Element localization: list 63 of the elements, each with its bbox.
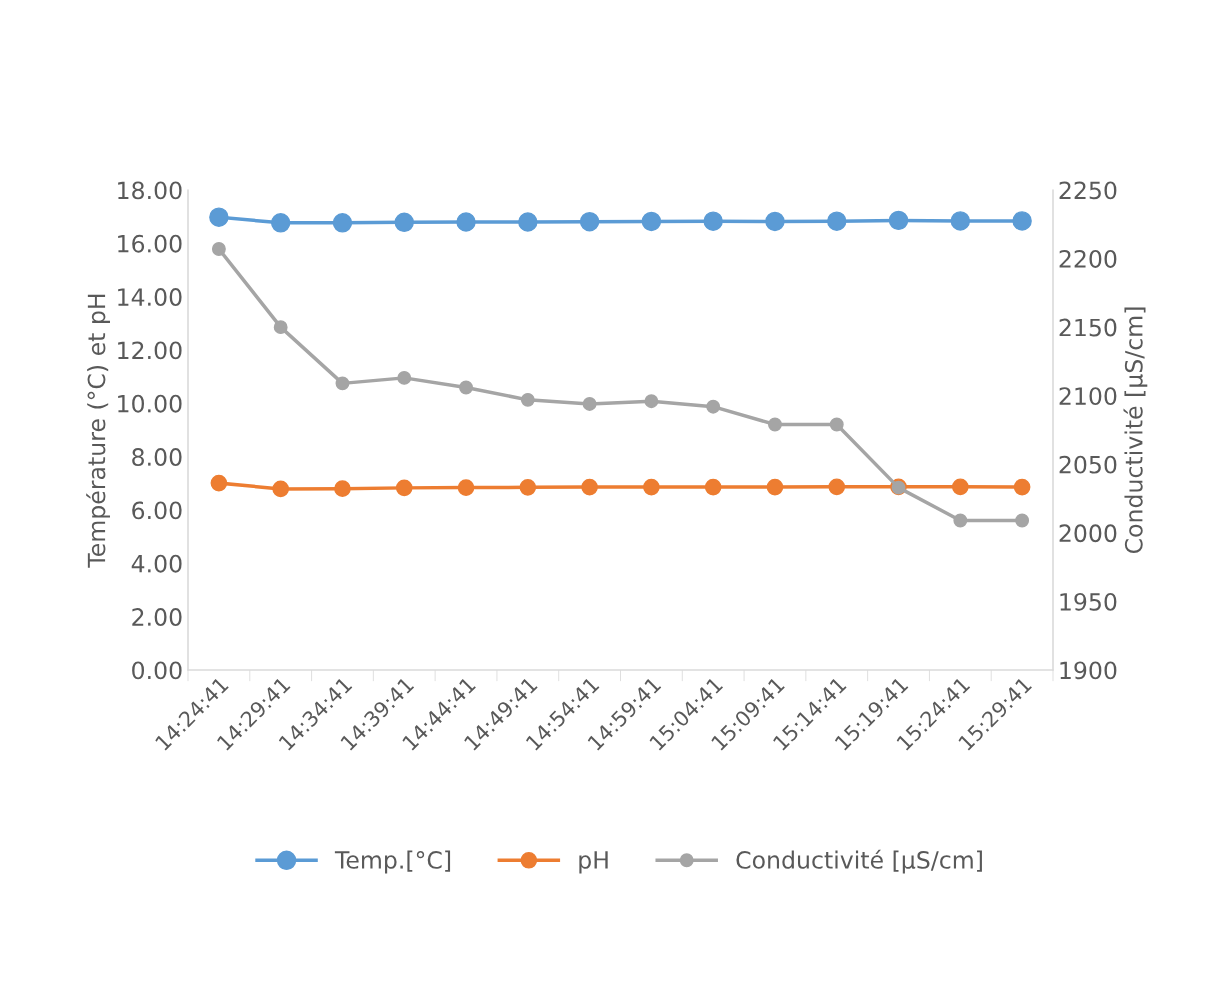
point	[829, 417, 844, 432]
point	[765, 211, 785, 232]
point	[394, 212, 414, 232]
y-tick-label: 0.00	[132, 661, 182, 680]
legend-label: Temp.[°C]	[334, 850, 451, 874]
y2-tick-label: 2100	[1059, 387, 1117, 406]
y-tick-label: 6.00	[132, 501, 182, 520]
y2-tick-label: 1900	[1060, 661, 1117, 680]
y2-tick-label: 2050	[1059, 455, 1117, 474]
point	[1013, 478, 1031, 496]
point	[518, 212, 538, 232]
point	[332, 213, 353, 233]
point	[519, 478, 537, 496]
y-tick-label: 18.00	[118, 181, 182, 200]
legend-label: Conductivité [µS/cm]	[736, 849, 982, 874]
point	[581, 478, 598, 496]
point	[209, 207, 229, 227]
point	[950, 211, 971, 231]
point	[828, 478, 846, 496]
y2-tick-label: 2250	[1059, 181, 1117, 200]
y2-tick-label: 2000	[1059, 524, 1117, 543]
point	[273, 320, 288, 335]
point	[953, 513, 968, 528]
y-axis-title: Température (°C) et pH	[86, 294, 110, 568]
y-tick-label: 10.00	[118, 394, 182, 413]
y2-tick-label: 2200	[1059, 250, 1117, 268]
y-tick-label: 8.00	[132, 448, 182, 466]
y-tick-label: 14.00	[118, 288, 182, 306]
point	[888, 210, 909, 231]
point	[457, 479, 475, 496]
point	[210, 474, 228, 492]
point	[768, 417, 782, 432]
point	[520, 392, 535, 407]
point	[827, 211, 847, 231]
point	[211, 242, 226, 256]
y-tick-label: 16.00	[118, 234, 182, 253]
point	[579, 212, 600, 232]
point	[582, 396, 597, 411]
point	[272, 480, 290, 498]
point	[703, 211, 723, 231]
point	[397, 370, 412, 385]
point	[456, 212, 476, 232]
y-tick-label: 4.00	[131, 554, 182, 573]
legend-label: pH	[579, 851, 608, 874]
y-tick-label: 2.00	[132, 608, 182, 626]
point	[644, 394, 659, 409]
point	[641, 211, 662, 232]
y2-tick-label: 1950	[1060, 592, 1117, 611]
point	[1015, 513, 1030, 528]
point	[459, 380, 473, 395]
y2-tick-label: 2150	[1059, 318, 1117, 337]
point	[1012, 211, 1032, 231]
point	[951, 478, 969, 496]
point	[704, 478, 722, 496]
point	[395, 479, 413, 497]
point	[334, 480, 351, 498]
point	[270, 213, 291, 233]
point	[706, 399, 721, 414]
y2-axis-title: Conductivité [µS/cm]	[1123, 307, 1148, 554]
point	[643, 478, 660, 496]
y-tick-label: 12.00	[118, 341, 182, 360]
point	[335, 376, 350, 391]
point	[766, 478, 784, 496]
